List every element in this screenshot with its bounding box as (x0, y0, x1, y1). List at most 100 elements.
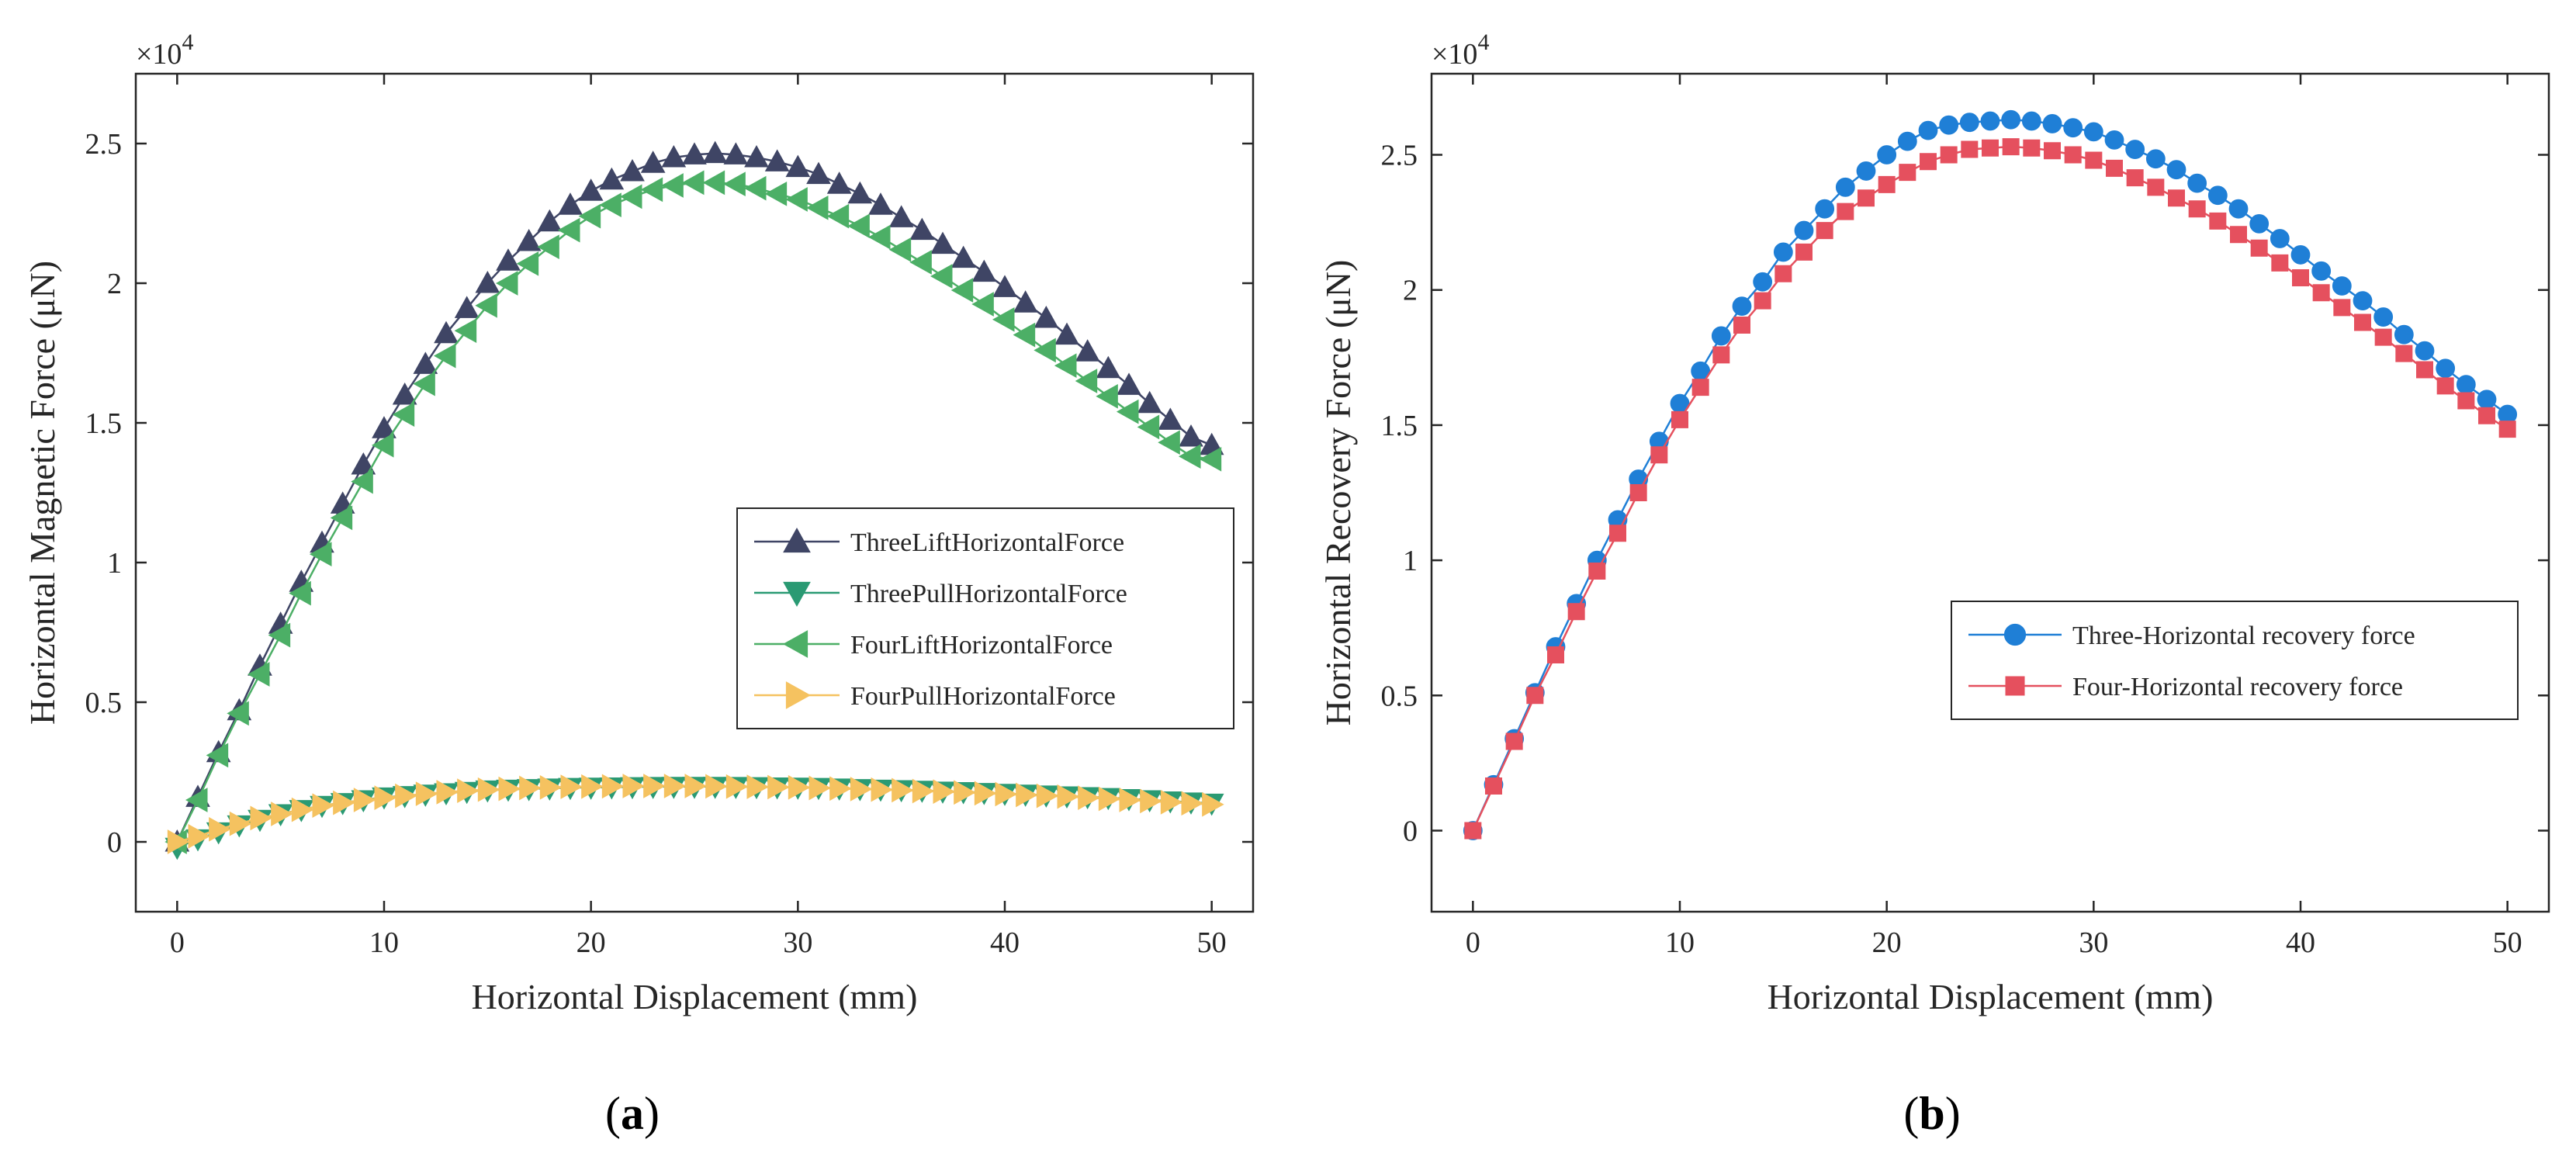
chart-a-series-0-point (1137, 390, 1162, 414)
chart-a-series-2-point (413, 371, 435, 396)
chart-a-series-3-point (539, 774, 563, 800)
chart-a-series-2-point (805, 195, 829, 220)
chart-b-xtick-label: 0 (1466, 926, 1480, 959)
chart-b-series-1-point (2126, 169, 2144, 187)
chart-b-series-1-point (1774, 265, 1792, 282)
chart-b-series-0-point (1980, 111, 2000, 131)
chart-b-legend-box (1951, 601, 2519, 720)
chart-b-series-1-point (1754, 292, 1771, 310)
chart-a-series-2-point (1158, 430, 1180, 455)
chart-b-series-1-point (2188, 200, 2206, 218)
chart-b-ytick-label: 0.5 (1381, 680, 1418, 712)
chart-b-series-1-point (1588, 563, 1606, 580)
chart-b-series-0-point (2228, 199, 2249, 219)
chart-b-series-0-point (2332, 276, 2352, 296)
chart-a-legend-marker-0 (783, 527, 811, 553)
chart-b-ytick-label: 2.5 (1381, 140, 1418, 172)
chart-b-xlabel: Horizontal Displacement (mm) (1768, 977, 2214, 1016)
chart-a-series-3-point (312, 793, 335, 819)
chart-a-series-2-point (206, 743, 229, 768)
chart-b-legend-label-0: Three-Horizontal recovery force (2072, 622, 2415, 650)
chart-b-series-1-point (1878, 175, 1896, 193)
chart-a-ytick-label: 1.5 (85, 407, 123, 440)
chart-b-series-0-point (2001, 109, 2021, 130)
chart-a-legend-box (736, 507, 1234, 729)
chart-b-series-0-point (1794, 220, 1814, 241)
chart-a-series-2-point (867, 224, 891, 250)
chart-a-series-0-point (351, 452, 376, 475)
chart-b-series-1-point (1650, 446, 1668, 464)
chart-a-series-0-point (1013, 290, 1038, 313)
chart-b-series-1-point (2478, 407, 2495, 424)
chart-a-series-2-point (888, 237, 912, 262)
chart-a-series-3-point (850, 777, 873, 802)
chart-a-series-2-point (723, 171, 746, 197)
chart-a-legend-label-0: ThreeLiftHorizontalForce (850, 528, 1124, 557)
chart-b-series-0-point (1959, 113, 1979, 133)
chart-a-series-2-point (495, 271, 518, 296)
chart-a-series-0-point (909, 217, 935, 241)
chart-a-series-3-point (374, 785, 397, 810)
chart-a-series-3-point (892, 777, 914, 803)
chart-b-series-1-point (1940, 146, 1958, 164)
chart-b-series-1-point (1464, 822, 1482, 840)
chart-a-series-0-point (434, 320, 459, 344)
chart-b-series-1-point (2354, 313, 2371, 331)
chart-a-series-3-point (933, 779, 956, 805)
chart-a-series-3-point (954, 780, 976, 805)
chart-b-series-1-point (2002, 138, 2020, 156)
chart-b-series-0-point (1939, 115, 1959, 135)
chart-b-series-0-point (1897, 131, 1917, 151)
chart-b-series-1-point (1920, 153, 1937, 171)
chart-a: 0 10 20 30 40 50 0 0.5 1 1.5 2 2.5 ×104 Horizontal … (23, 29, 1255, 1139)
chart-b-series-1-point (2416, 361, 2433, 379)
chart-a-series-3-point (829, 776, 852, 802)
chart-a-ytick-label: 2.5 (85, 128, 123, 161)
chart-b-series-0-point (2207, 185, 2228, 206)
chart-a-series-0-point (516, 228, 542, 251)
chart-a-xtick-label: 0 (170, 926, 185, 959)
chart-a-series-0-point (702, 140, 728, 164)
chart-b-series-1-point (1961, 140, 1979, 158)
chart-a-series-2-point (1178, 444, 1201, 469)
chart-b-series-1-point (1982, 139, 1999, 157)
chart-b-series-0-point (2270, 229, 2290, 248)
chart-a-panel-label: (a) (605, 1088, 660, 1139)
chart-b-series-0-point (2394, 324, 2414, 345)
chart-b-series-1-point (1526, 687, 1544, 705)
chart-a-series-3-point (250, 805, 273, 831)
chart-b-ytick-label: 1 (1403, 545, 1418, 577)
chart-b-series-0 (1463, 109, 2518, 840)
chart-a-series-0-point (992, 275, 1017, 297)
chart-a-series-3-point (746, 774, 770, 799)
chart-b-series-1-point (2023, 139, 2041, 157)
chart-a-series-0-point (1096, 355, 1121, 379)
chart-a-series-0-point (1117, 372, 1141, 395)
chart-b-series-1-point (2395, 345, 2413, 362)
chart-a-series-2-point (661, 173, 684, 198)
chart-a-series-3-point (1140, 788, 1162, 814)
chart-a-series-2-point (681, 170, 705, 196)
chart-b-ytick-label: 0 (1403, 815, 1418, 847)
chart-a-series-2-point (971, 292, 994, 317)
chart-b-series-1-point (1816, 222, 1833, 240)
chart-b-series-1-point (1858, 189, 1875, 207)
chart-b-series-0-point (1773, 242, 1793, 262)
chart-a-series-3-point (767, 774, 790, 800)
chart-a-series-2-point (1054, 353, 1077, 379)
chart-a-series-2-point (516, 251, 539, 276)
chart-b-series-1-point (2271, 254, 2289, 272)
chart-b-series-0-point (1815, 199, 1835, 219)
chart-a-series-2-point (268, 622, 291, 648)
chart-a-series-0-point (661, 144, 687, 168)
chart-a-series-3-point (974, 781, 997, 806)
chart-b: 0 10 20 30 40 50 0 0.5 1 1.5 2 2.5 ×104 Horizontal … (1318, 29, 2550, 1139)
chart-a-plot-frame (134, 72, 1255, 913)
chart-a-legend-label-1: ThreePullHorizontalForce (850, 580, 1127, 608)
chart-a-series-2-point (557, 217, 580, 243)
chart-a-series-0-point (888, 205, 914, 227)
chart-a-series-3-point (333, 790, 355, 815)
chart-a-series-2-point (950, 278, 974, 303)
chart-a-series-2-point (1137, 414, 1160, 440)
